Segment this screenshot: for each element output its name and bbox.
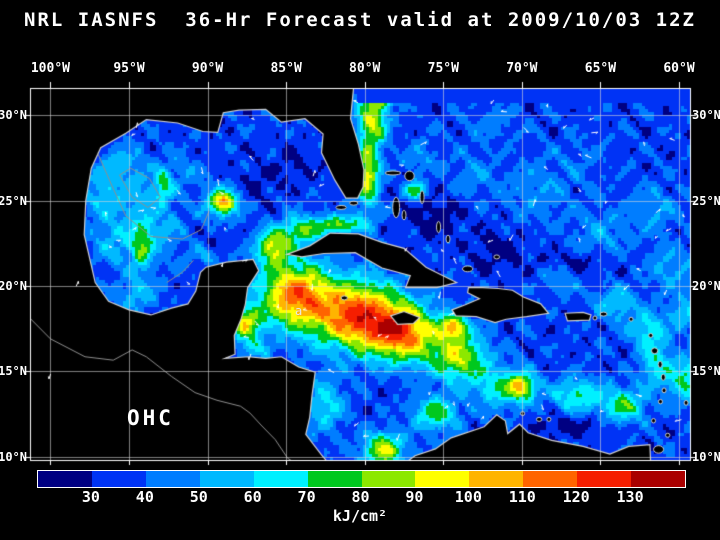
colorbar-tick-label: 110: [508, 488, 536, 506]
lat-tick-label-right: 10°N: [692, 449, 720, 464]
lat-tick-label-left: 20°N: [0, 278, 27, 293]
colorbar: [37, 470, 686, 488]
lat-tick-label-left: 10°N: [0, 449, 27, 464]
colorbar-cell: [361, 471, 416, 487]
colorbar-cell: [415, 471, 470, 487]
colorbar-cell: [199, 471, 254, 487]
colorbar-cell: [469, 471, 524, 487]
colorbar-units-label: kJ/cm²: [332, 507, 388, 525]
lat-tick-label-left: 15°N: [0, 364, 27, 379]
colorbar-tick-label: 130: [616, 488, 644, 506]
map-point-annotation: a: [295, 304, 303, 318]
colorbar-tick-label: 100: [454, 488, 482, 506]
colorbar-tick-label: 80: [351, 488, 370, 506]
lon-tick-label: 85°W: [270, 61, 302, 76]
lat-tick-label-left: 25°N: [0, 193, 27, 208]
lat-tick-label-left: 30°N: [0, 108, 27, 123]
lon-tick-label: 100°W: [30, 61, 70, 76]
colorbar-tick-label: 50: [189, 488, 208, 506]
lon-tick-label: 65°W: [584, 61, 617, 76]
lat-tick-label-right: 20°N: [692, 278, 720, 293]
colorbar-cell: [631, 471, 686, 487]
colorbar-cell: [307, 471, 362, 487]
colorbar-cell: [38, 471, 92, 487]
colorbar-tick-label: 90: [405, 488, 424, 506]
colorbar-cell: [577, 471, 632, 487]
colorbar-tick-label: 30: [81, 488, 100, 506]
colorbar-tick-label: 120: [562, 488, 590, 506]
lon-tick-label: 80°W: [349, 61, 381, 76]
lat-tick-label-right: 15°N: [692, 364, 720, 379]
colorbar-tick-labels: 30 40 50 60 70 80 90 100 110 120 130: [0, 488, 720, 506]
lon-tick-label: 60°W: [663, 61, 695, 76]
colorbar-cell: [145, 471, 200, 487]
page-title: NRL IASNFS 36-Hr Forecast valid at 2009/…: [24, 9, 696, 31]
lat-tick-label-right: 30°N: [692, 108, 720, 123]
lat-tick-label-right: 25°N: [692, 193, 720, 208]
lon-tick-label: 75°W: [427, 61, 459, 76]
colorbar-cell: [91, 471, 146, 487]
colorbar-cell: [253, 471, 308, 487]
colorbar-tick-label: 40: [135, 488, 154, 506]
colorbar-tick-label: 60: [243, 488, 262, 506]
ohc-variable-label: OHC: [127, 406, 174, 430]
colorbar-tick-label: 70: [297, 488, 316, 506]
lon-tick-label: 70°W: [506, 61, 538, 76]
lon-tick-label: 95°W: [113, 61, 145, 76]
lon-tick-label: 90°W: [191, 61, 224, 76]
colorbar-cell: [523, 471, 578, 487]
